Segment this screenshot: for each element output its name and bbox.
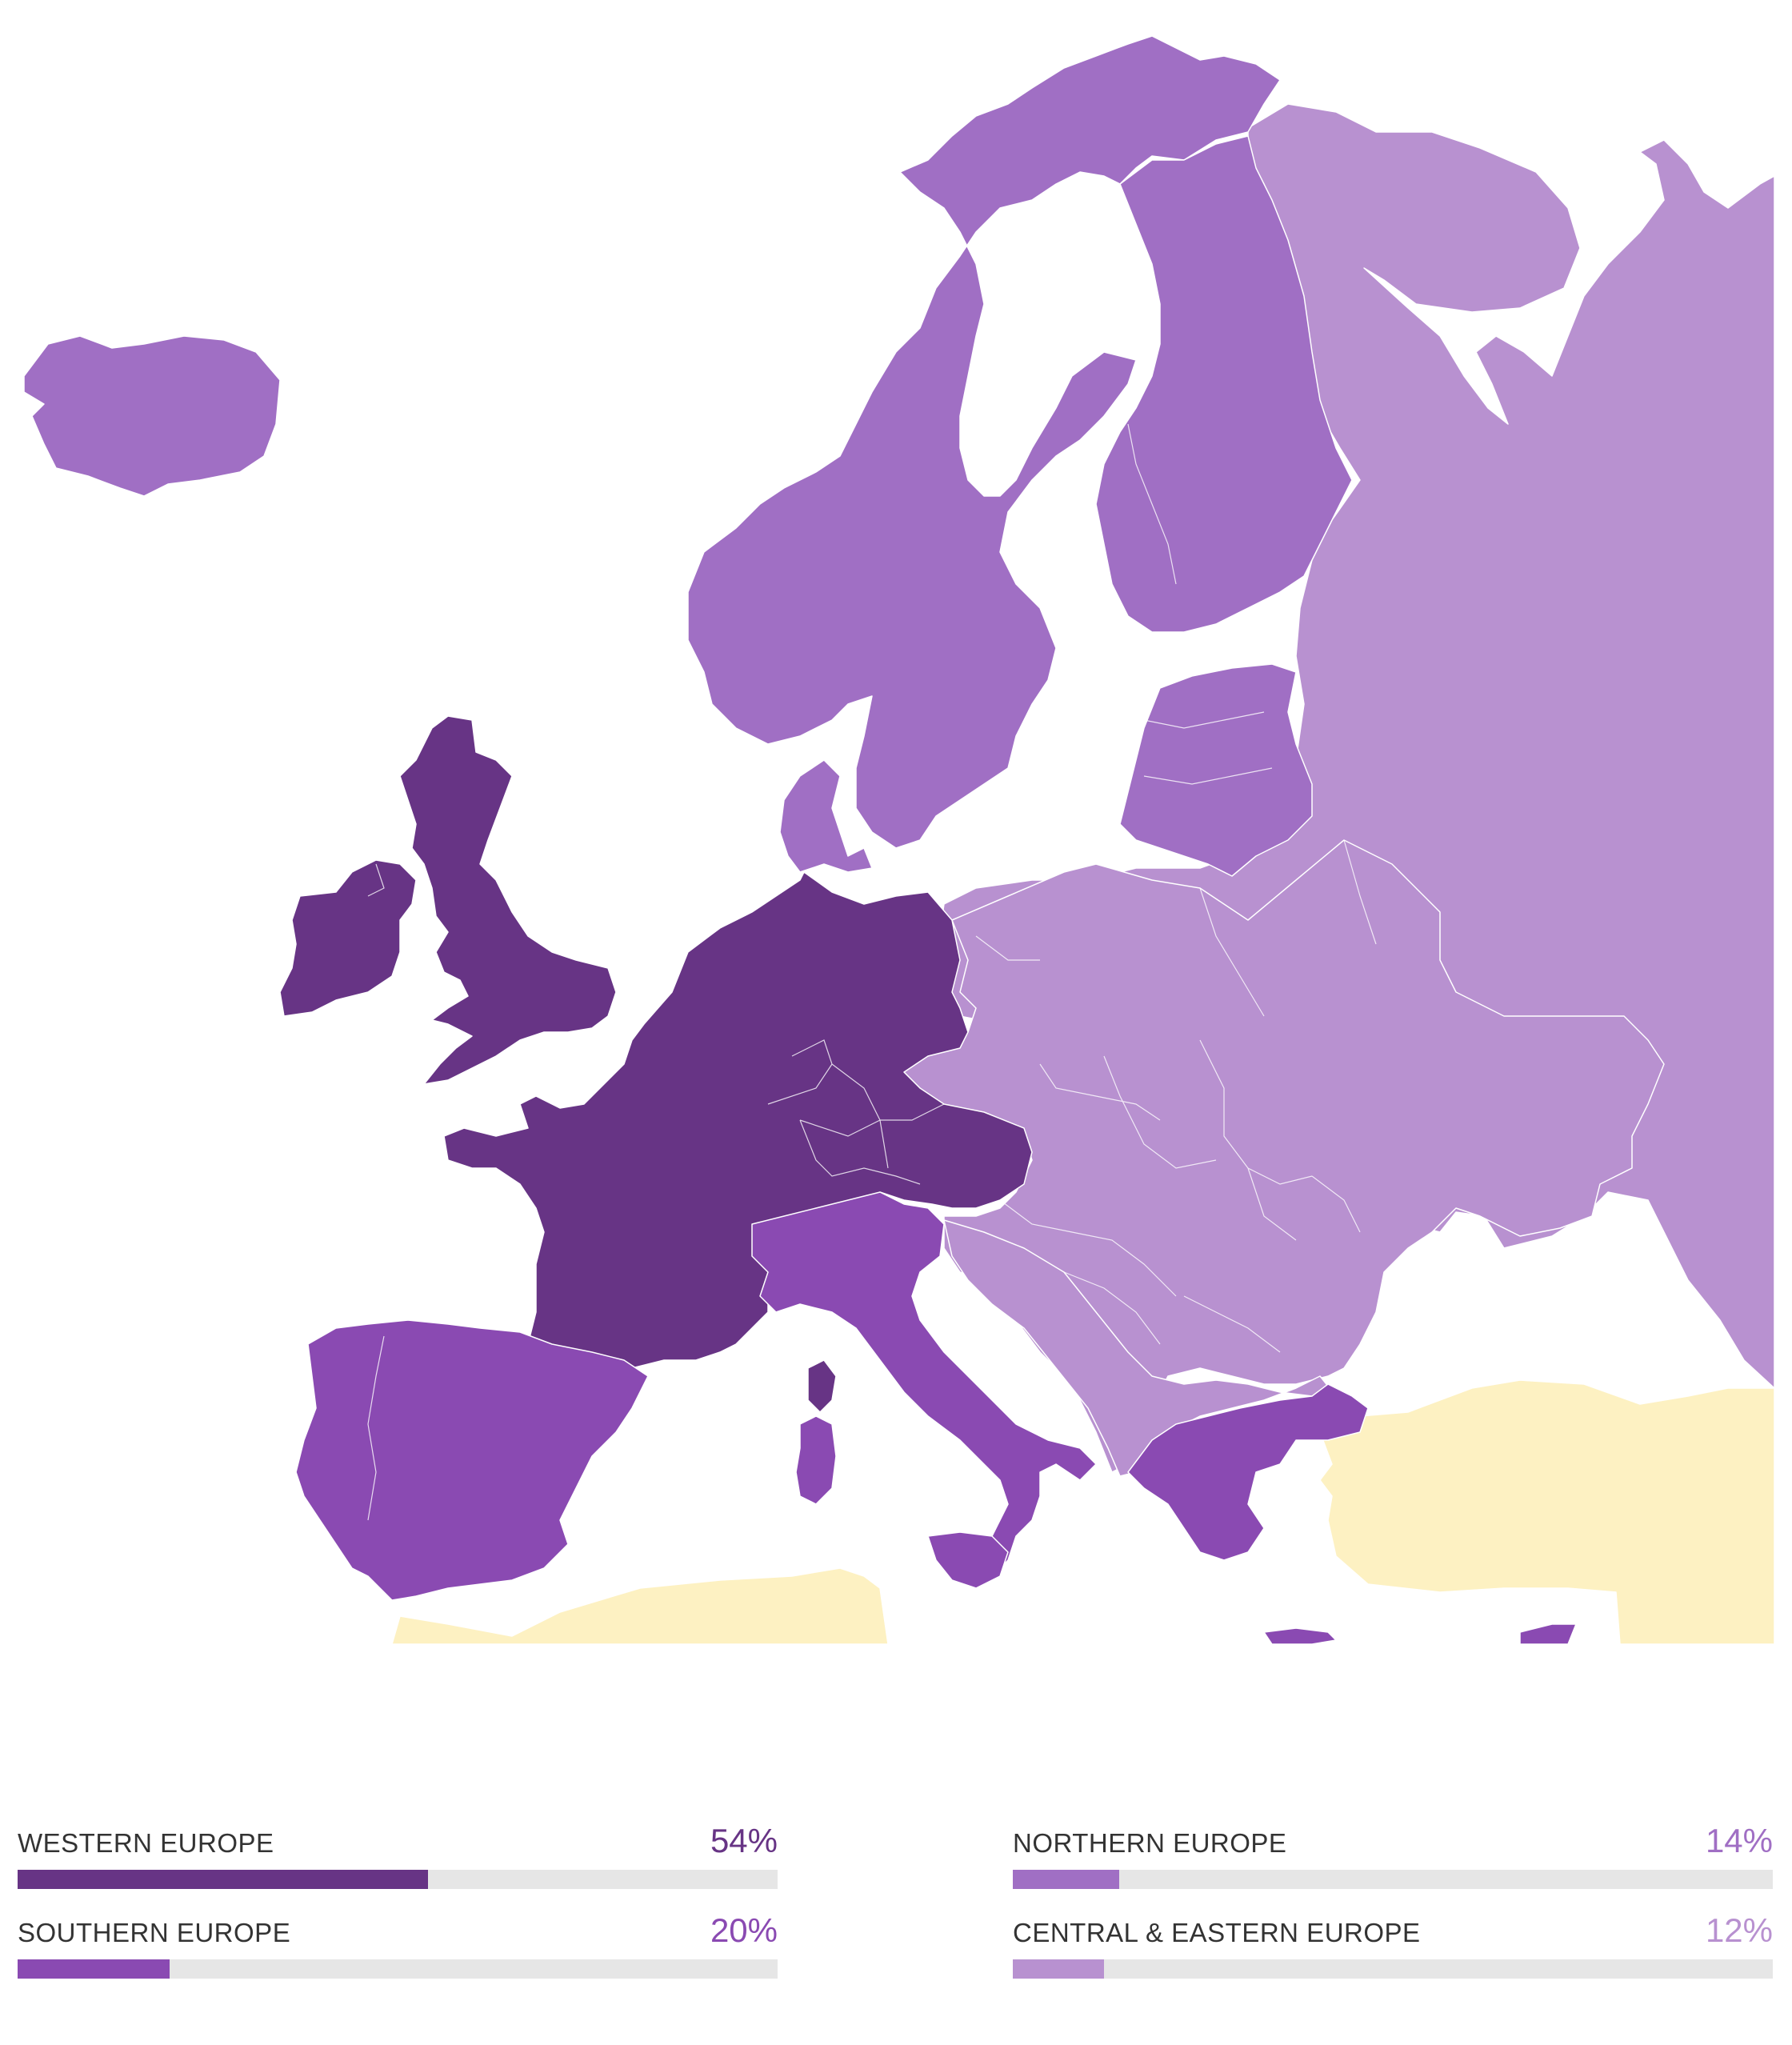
legend-central-eastern-europe: CENTRAL & EASTERN EUROPE 12% bbox=[1013, 1911, 1773, 2006]
legend-track-central-eastern-europe bbox=[1013, 1959, 1773, 1979]
legend-track-northern-europe bbox=[1013, 1870, 1773, 1889]
denmark bbox=[779, 759, 873, 873]
norway-sweden bbox=[687, 35, 1281, 849]
legend-label-central-eastern-europe: CENTRAL & EASTERN EUROPE bbox=[1013, 1918, 1421, 1947]
turkey bbox=[1319, 1379, 1775, 1645]
legend-fill-southern-europe bbox=[18, 1959, 170, 1979]
legend-western-europe: WESTERN EUROPE 54% bbox=[18, 1822, 778, 1916]
legend-northern-europe: NORTHERN EUROPE 14% bbox=[1013, 1822, 1773, 1916]
sicily bbox=[927, 1531, 1009, 1589]
baltics bbox=[1119, 663, 1313, 877]
legend-track-southern-europe bbox=[18, 1959, 778, 1979]
country-borders bbox=[367, 423, 1377, 1521]
legend-fill-western-europe bbox=[18, 1870, 428, 1889]
legend-label-northern-europe: NORTHERN EUROPE bbox=[1013, 1828, 1287, 1858]
finland bbox=[1095, 135, 1353, 633]
italy bbox=[751, 1191, 1097, 1577]
legend-percent-western-europe: 54% bbox=[710, 1822, 778, 1859]
legend-label-western-europe: WESTERN EUROPE bbox=[18, 1828, 274, 1858]
legend-southern-europe: SOUTHERN EUROPE 20% bbox=[18, 1911, 778, 2006]
europe-map bbox=[23, 35, 1775, 1645]
sardinia bbox=[795, 1415, 837, 1505]
crete bbox=[1263, 1627, 1337, 1645]
legend-label-southern-europe: SOUTHERN EUROPE bbox=[18, 1918, 291, 1947]
north-africa bbox=[391, 1567, 889, 1645]
iberia bbox=[295, 1319, 649, 1601]
cyprus bbox=[1519, 1623, 1577, 1645]
iceland bbox=[23, 335, 281, 497]
great-britain bbox=[399, 715, 617, 1085]
greece-cyprus-bulgaria-area bbox=[1127, 1383, 1369, 1561]
ireland bbox=[279, 859, 417, 1017]
legend-fill-northern-europe bbox=[1013, 1870, 1119, 1889]
legend-percent-central-eastern-europe: 12% bbox=[1705, 1911, 1773, 1949]
corsica bbox=[807, 1359, 837, 1413]
balkans bbox=[943, 1219, 1337, 1477]
legend-percent-southern-europe: 20% bbox=[710, 1911, 778, 1949]
legend-percent-northern-europe: 14% bbox=[1705, 1822, 1773, 1859]
legend-track-western-europe bbox=[18, 1870, 778, 1889]
legend-fill-central-eastern-europe bbox=[1013, 1959, 1104, 1979]
